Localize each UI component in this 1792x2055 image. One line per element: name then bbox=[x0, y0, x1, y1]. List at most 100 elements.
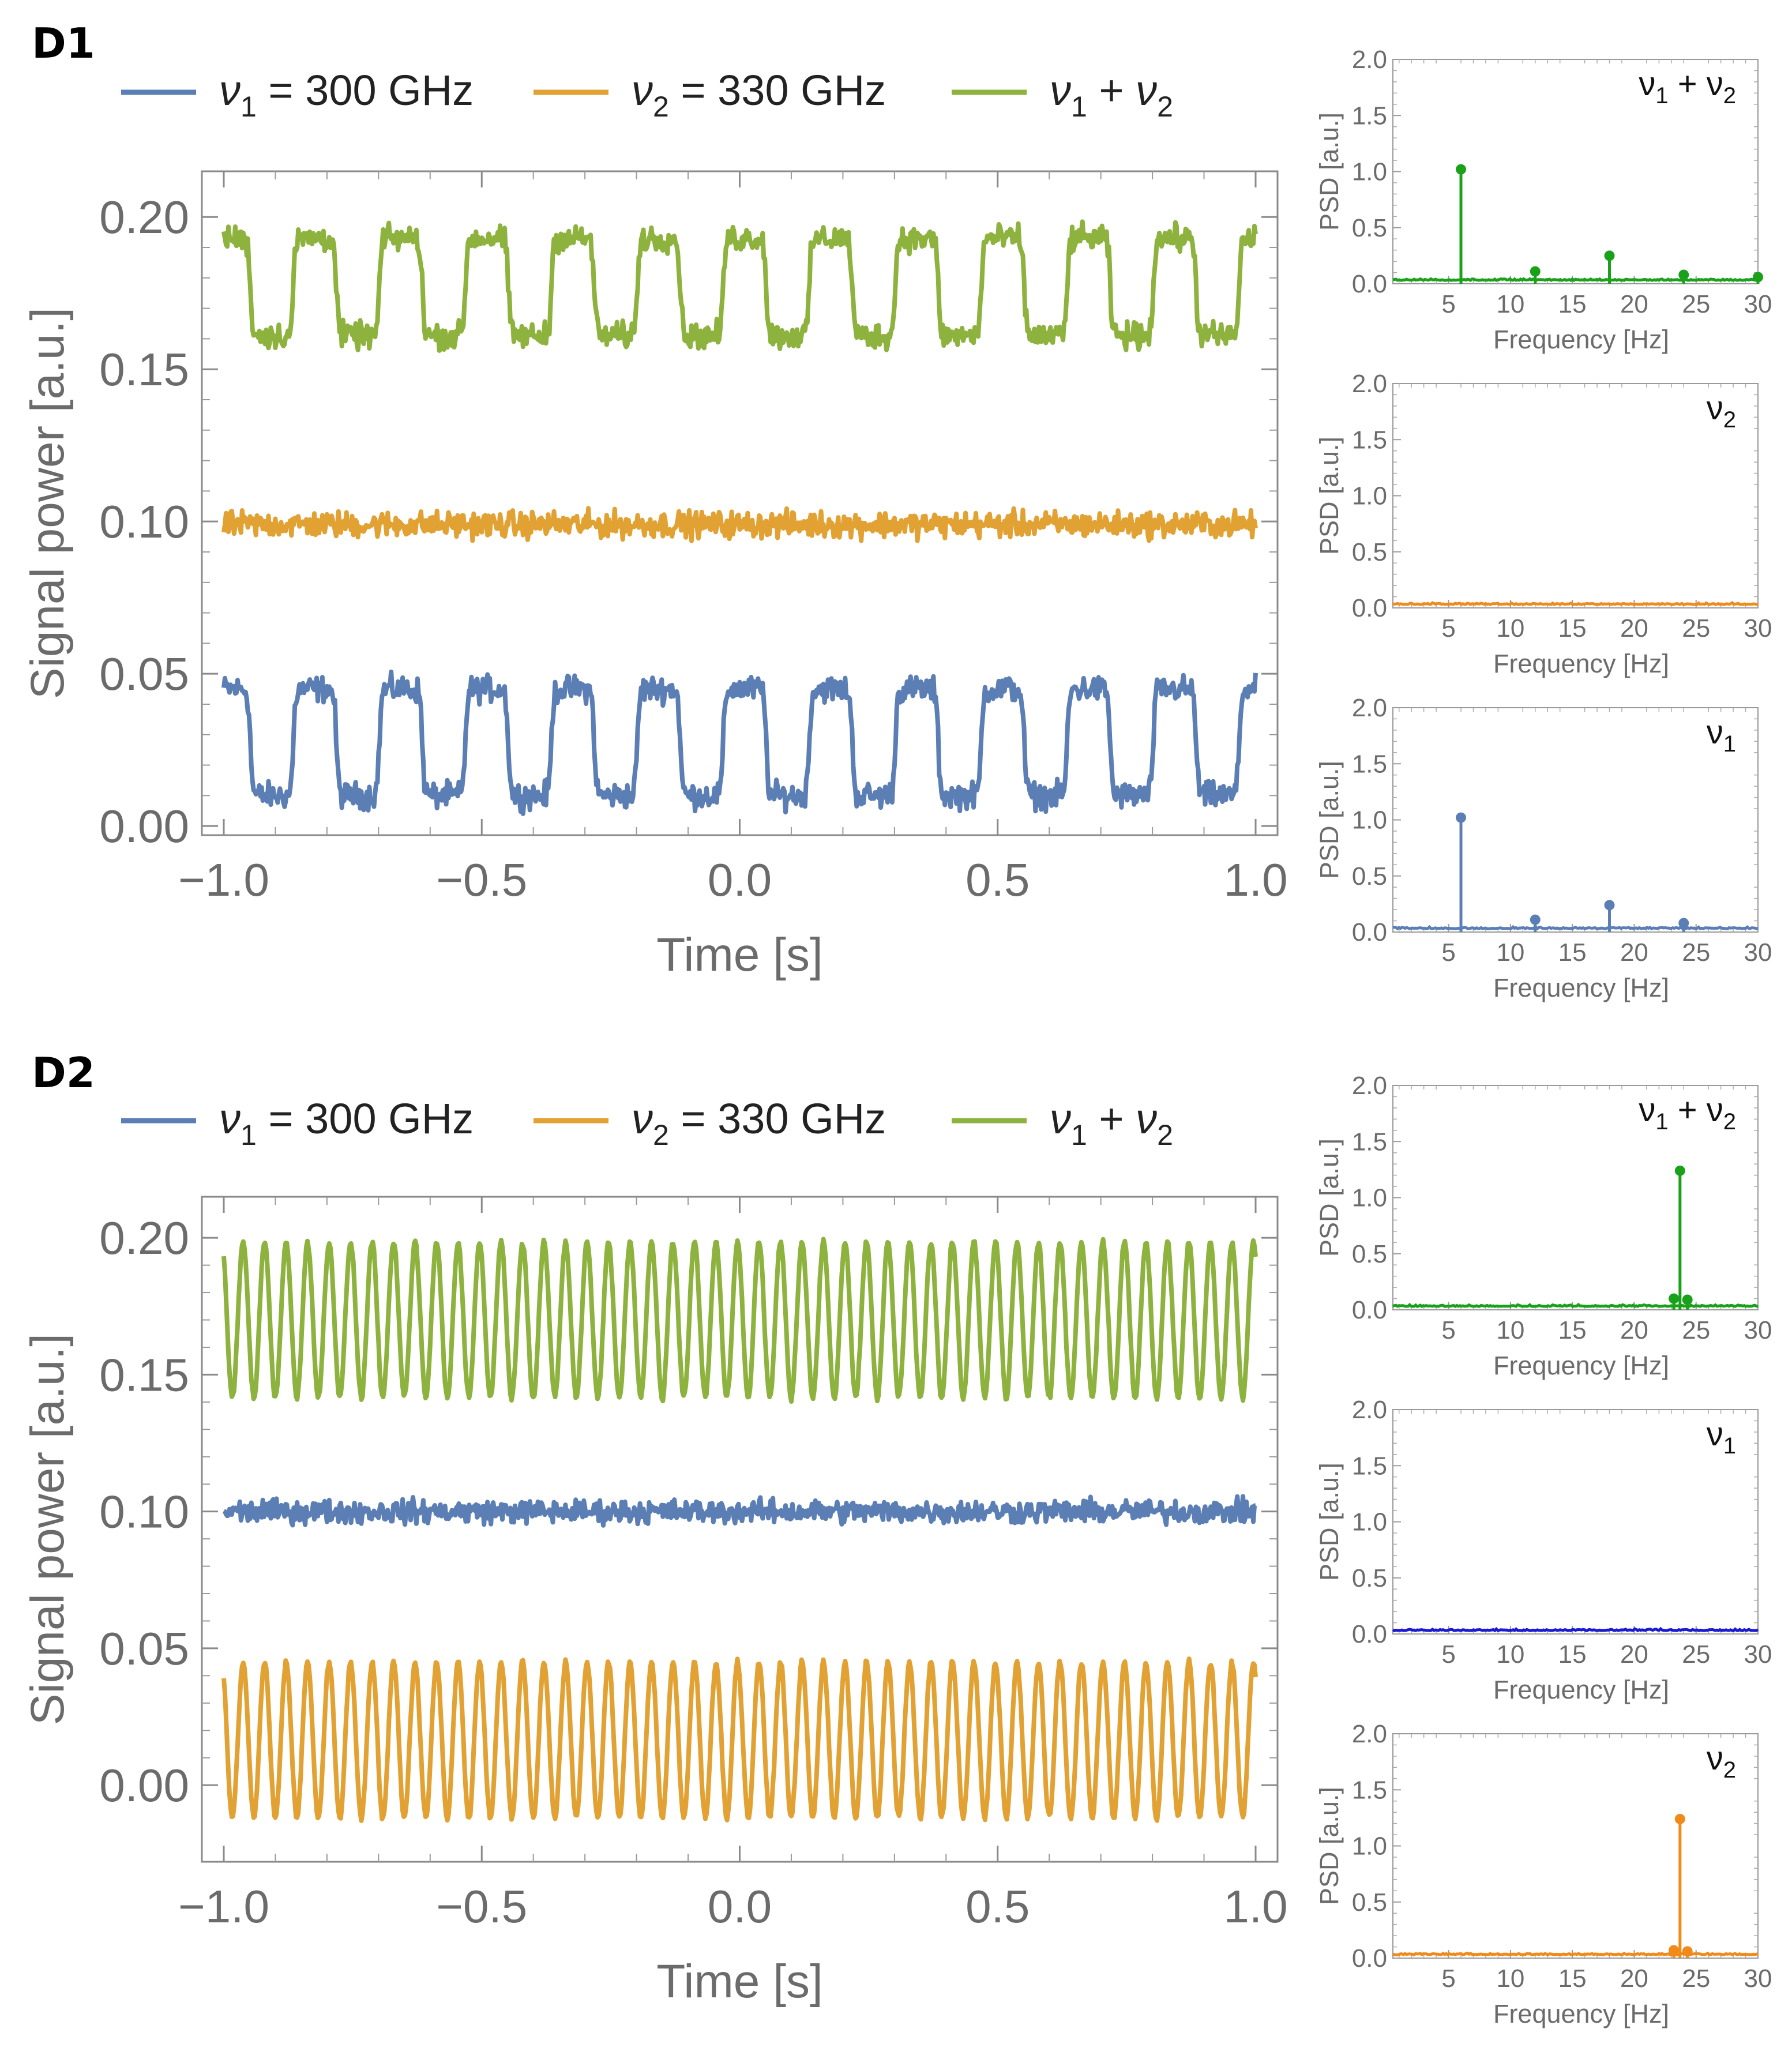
y-tick-label: 0.0 bbox=[1352, 918, 1387, 946]
x-tick-label: 20 bbox=[1620, 1964, 1648, 1993]
x-tick-label: 0.0 bbox=[708, 1881, 772, 1932]
psd-stem-marker bbox=[1753, 272, 1763, 283]
inset-label: ν2 bbox=[1707, 1740, 1736, 1783]
x-tick-label: −1.0 bbox=[178, 1881, 269, 1932]
x-axis-label: Time [s] bbox=[656, 1955, 823, 2008]
y-tick-label: 2.0 bbox=[1352, 370, 1387, 398]
plot-frame bbox=[1392, 707, 1759, 933]
psd-floor bbox=[1392, 1951, 1759, 1956]
y-tick-label: 1.5 bbox=[1352, 102, 1387, 130]
y-axis-label: PSD [a.u.] bbox=[1314, 761, 1344, 879]
y-tick-label: 0.15 bbox=[99, 344, 189, 395]
plot-frame bbox=[1392, 1409, 1759, 1635]
y-tick-label: 0.05 bbox=[99, 648, 189, 700]
psd-stem-marker bbox=[1669, 1293, 1680, 1304]
y-axis-label: PSD [a.u.] bbox=[1314, 437, 1344, 555]
psd-stem-marker bbox=[1530, 914, 1541, 925]
psd-stem-marker bbox=[1674, 1165, 1685, 1176]
x-tick-label: 30 bbox=[1744, 938, 1772, 967]
x-axis-label: Frequency [Hz] bbox=[1493, 1999, 1669, 2028]
x-tick-label: 15 bbox=[1558, 290, 1587, 318]
series-line bbox=[221, 669, 1258, 816]
y-tick-label: 0.0 bbox=[1352, 1296, 1387, 1324]
y-tick-label: 0.10 bbox=[99, 1486, 189, 1538]
psd-floor bbox=[1392, 600, 1759, 606]
x-axis-label: Time [s] bbox=[656, 929, 823, 981]
legend-entry: ν2 = 330 GHz bbox=[632, 1095, 886, 1151]
x-tick-label: 30 bbox=[1744, 1964, 1772, 1993]
series-line bbox=[221, 219, 1258, 353]
x-tick-label: 20 bbox=[1620, 290, 1648, 318]
psd-stem-marker bbox=[1456, 164, 1467, 175]
legend-entry: ν1 + ν2 bbox=[1050, 1095, 1173, 1151]
y-tick-label: 0.5 bbox=[1352, 214, 1387, 242]
panel-label-d2: D2 bbox=[32, 1049, 95, 1097]
legend-entry: ν1 = 300 GHz bbox=[219, 1095, 474, 1151]
x-axis-label: Frequency [Hz] bbox=[1493, 1675, 1669, 1704]
x-tick-label: 10 bbox=[1496, 290, 1524, 318]
psd-floor bbox=[1392, 1626, 1759, 1633]
series-line bbox=[221, 1237, 1258, 1404]
psd-floor bbox=[1392, 925, 1759, 931]
y-tick-label: 0.00 bbox=[99, 801, 189, 852]
psd-floor bbox=[1392, 277, 1759, 283]
y-tick-label: 0.5 bbox=[1352, 1888, 1387, 1917]
x-tick-label: 20 bbox=[1620, 1640, 1648, 1669]
x-tick-label: 5 bbox=[1441, 1640, 1455, 1669]
x-tick-label: 25 bbox=[1682, 1316, 1710, 1344]
psd-stem-marker bbox=[1530, 266, 1541, 277]
plot-frame bbox=[201, 170, 1279, 836]
x-tick-label: 10 bbox=[1496, 614, 1524, 643]
x-tick-label: 5 bbox=[1441, 614, 1455, 643]
legend-entry: ν1 = 300 GHz bbox=[219, 66, 474, 123]
chart-D2-psd-v1: 0.0 0.5 1.0 1.5 2.0 5 10 15 20 25 30 Frequency [Hz]… bbox=[1314, 1396, 1772, 1704]
x-tick-label: 15 bbox=[1558, 1964, 1587, 1993]
x-tick-label: 5 bbox=[1441, 290, 1455, 318]
y-tick-label: 0.5 bbox=[1352, 862, 1387, 891]
x-tick-label: −1.0 bbox=[178, 854, 269, 906]
x-tick-label: 20 bbox=[1620, 614, 1648, 643]
y-tick-label: 2.0 bbox=[1352, 1072, 1387, 1100]
inset-label: ν2 bbox=[1707, 389, 1736, 433]
series-line bbox=[221, 1656, 1258, 1823]
plot-frame bbox=[1392, 383, 1759, 608]
y-tick-label: 1.0 bbox=[1352, 158, 1387, 186]
y-tick-label: 2.0 bbox=[1352, 46, 1387, 74]
chart-D2-psd-v2: 0.0 0.5 1.0 1.5 2.0 5 10 15 20 25 30 Frequency [Hz]… bbox=[1314, 1720, 1772, 2028]
y-axis-label: PSD [a.u.] bbox=[1314, 112, 1344, 231]
y-tick-label: 1.5 bbox=[1352, 426, 1387, 454]
psd-stem-marker bbox=[1674, 1813, 1685, 1824]
y-tick-label: 1.0 bbox=[1352, 482, 1387, 510]
x-tick-label: 1.0 bbox=[1223, 1881, 1287, 1932]
x-tick-label: 20 bbox=[1620, 938, 1648, 967]
psd-floor bbox=[1392, 1302, 1759, 1309]
x-tick-label: −0.5 bbox=[436, 1881, 527, 1932]
x-tick-label: 30 bbox=[1744, 290, 1772, 318]
y-axis-label: Signal power [a.u.] bbox=[21, 1333, 74, 1725]
plot-frame bbox=[1392, 1733, 1759, 1959]
y-tick-label: 1.5 bbox=[1352, 1128, 1387, 1156]
x-tick-label: −0.5 bbox=[436, 854, 527, 906]
psd-stem-marker bbox=[1456, 812, 1467, 823]
x-tick-label: 5 bbox=[1441, 1964, 1455, 1993]
x-tick-label: 15 bbox=[1558, 614, 1587, 643]
y-tick-label: 0.0 bbox=[1352, 594, 1387, 622]
x-axis-label: Frequency [Hz] bbox=[1493, 325, 1669, 354]
x-tick-label: 0.5 bbox=[965, 854, 1030, 906]
chart-D1-time: 0.00 0.05 0.10 0.15 0.20 −1.0 −0.5 0.0 0.5 1.0 Tim… bbox=[21, 170, 1288, 981]
chart-D1-psd-v1: 0.0 0.5 1.0 1.5 2.0 5 10 15 20 25 30 Frequency [Hz]… bbox=[1314, 694, 1772, 1002]
psd-stem-marker bbox=[1604, 250, 1615, 261]
x-tick-label: 30 bbox=[1744, 1640, 1772, 1669]
y-axis-label: Signal power [a.u.] bbox=[21, 307, 74, 699]
y-tick-label: 0.00 bbox=[99, 1760, 189, 1811]
psd-stem-marker bbox=[1604, 900, 1615, 911]
y-tick-label: 0.0 bbox=[1352, 1944, 1387, 1973]
y-tick-label: 2.0 bbox=[1352, 1396, 1387, 1424]
inset-label: ν1 + ν2 bbox=[1639, 65, 1736, 108]
psd-stem-marker bbox=[1678, 269, 1689, 280]
x-axis-label: Frequency [Hz] bbox=[1493, 649, 1669, 678]
inset-label: ν1 bbox=[1707, 713, 1736, 757]
y-tick-label: 1.0 bbox=[1352, 1184, 1387, 1212]
y-tick-label: 0.5 bbox=[1352, 538, 1387, 566]
